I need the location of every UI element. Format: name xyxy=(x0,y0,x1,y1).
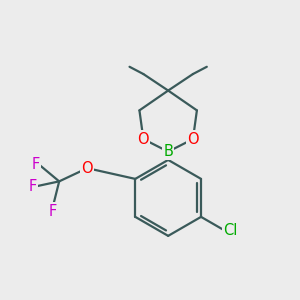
Text: Cl: Cl xyxy=(223,224,238,238)
Text: O: O xyxy=(138,132,149,147)
Text: F: F xyxy=(32,158,40,172)
Text: F: F xyxy=(49,204,57,219)
Text: B: B xyxy=(163,144,173,159)
Text: O: O xyxy=(187,132,199,147)
Text: F: F xyxy=(28,179,37,194)
Text: O: O xyxy=(81,161,93,176)
